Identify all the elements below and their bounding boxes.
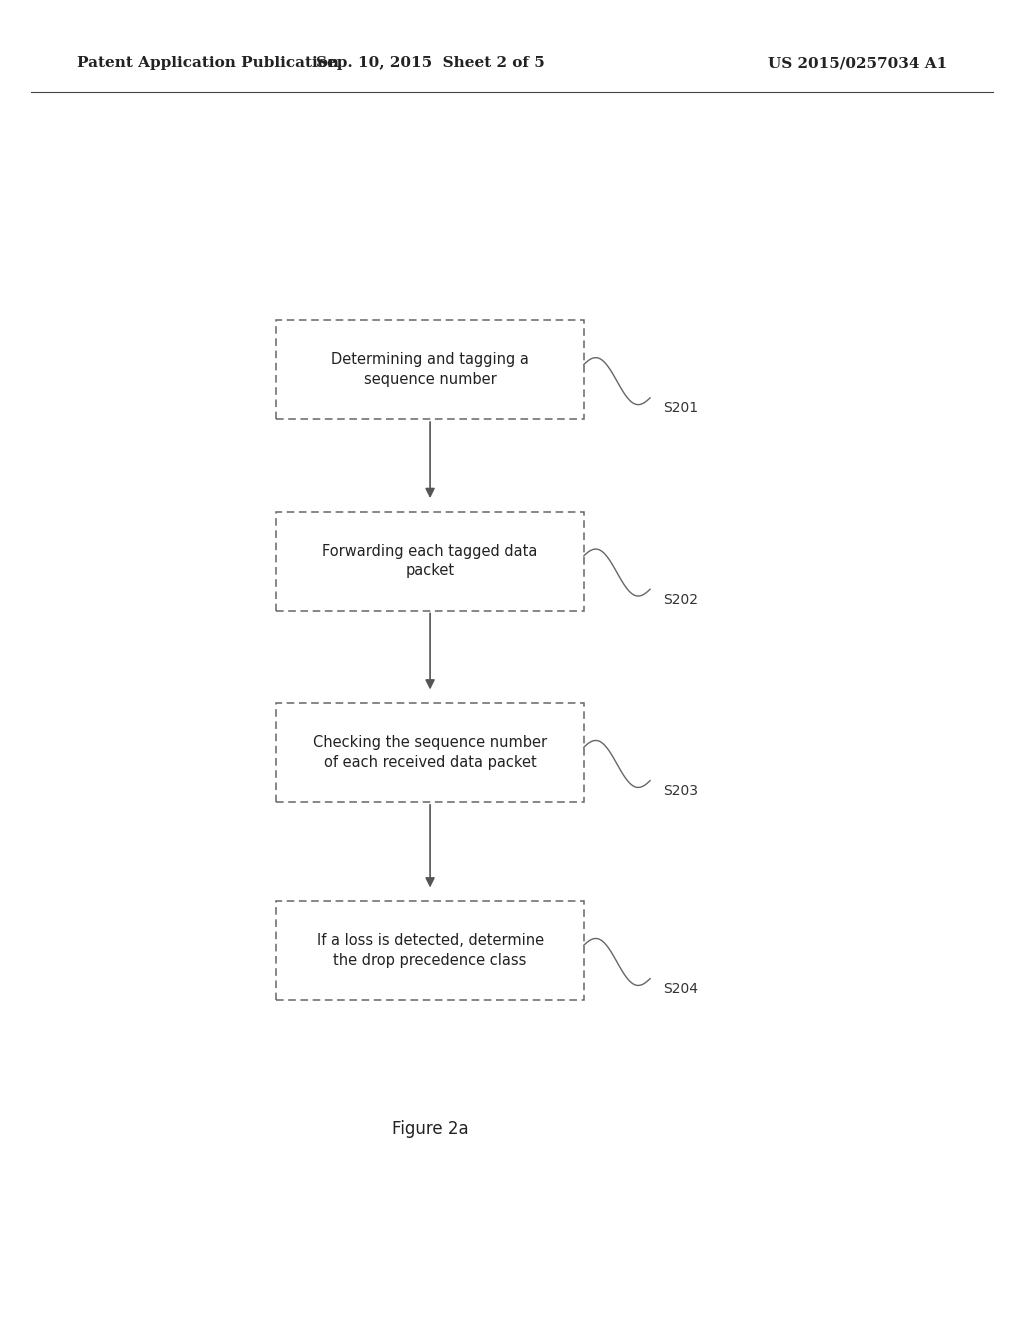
Text: S202: S202 [664,593,698,607]
FancyBboxPatch shape [276,702,584,801]
FancyBboxPatch shape [276,321,584,420]
Text: S201: S201 [664,401,698,416]
Text: Patent Application Publication: Patent Application Publication [77,57,339,70]
Text: Checking the sequence number
of each received data packet: Checking the sequence number of each rec… [313,735,547,770]
FancyBboxPatch shape [276,900,584,1001]
FancyBboxPatch shape [276,512,584,610]
Text: Figure 2a: Figure 2a [392,1119,468,1138]
Text: Sep. 10, 2015  Sheet 2 of 5: Sep. 10, 2015 Sheet 2 of 5 [315,57,545,70]
Text: S203: S203 [664,784,698,799]
Text: S204: S204 [664,982,698,997]
Text: Forwarding each tagged data
packet: Forwarding each tagged data packet [323,544,538,578]
Text: If a loss is detected, determine
the drop precedence class: If a loss is detected, determine the dro… [316,933,544,968]
Text: US 2015/0257034 A1: US 2015/0257034 A1 [768,57,947,70]
Text: Determining and tagging a
sequence number: Determining and tagging a sequence numbe… [331,352,529,387]
